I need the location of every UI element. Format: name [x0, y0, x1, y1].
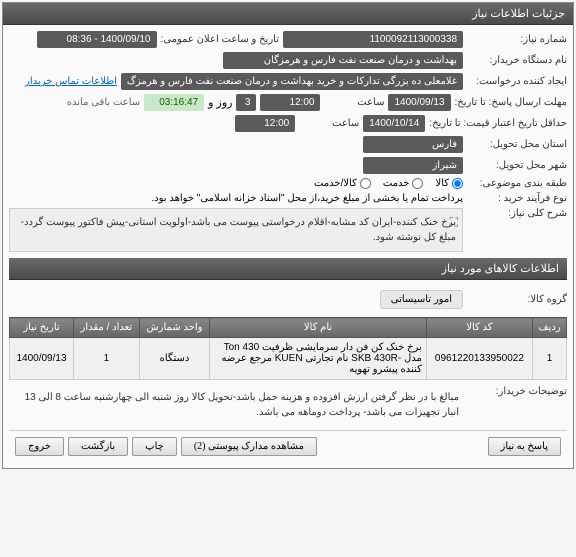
th-idx: ردیف [532, 318, 566, 338]
radio-goods-service-input[interactable] [360, 178, 371, 189]
th-code: کد کالا [426, 318, 532, 338]
description-text: برخ خنک کننده-ایران کد مشابه-اقلام درخوا… [21, 217, 456, 243]
buyer-notes-label: توضیحات خریدار: [467, 386, 567, 397]
countdown-value: 03:16:47 [144, 94, 204, 111]
form-body: شماره نیاز: 1100092113000338 تاریخ و ساع… [3, 25, 573, 468]
th-name: نام کالا [210, 318, 427, 338]
response-time-value: 12:00 [260, 94, 320, 111]
city-value: شیراز [363, 157, 463, 174]
contact-link[interactable]: اطلاعات تماس خریدار [25, 76, 117, 87]
goods-table: ردیف کد کالا نام کالا واحد شمارش تعداد /… [9, 317, 567, 380]
footer: پاسخ به نیاز مشاهده مدارک پیوستی (2) چاپ… [9, 430, 567, 462]
desc-title-label: شرح کلی نیاز: [467, 208, 567, 219]
table-header-row: ردیف کد کالا نام کالا واحد شمارش تعداد /… [10, 318, 567, 338]
niaz-no-value: 1100092113000338 [283, 31, 463, 48]
niaz-no-label: شماره نیاز: [467, 34, 567, 45]
cell-idx: 1 [532, 338, 566, 380]
details-panel: جزئیات اطلاعات نیاز شماره نیاز: 11000921… [2, 2, 574, 469]
cell-name: برخ خنک کن فن دار سرمایشی ظرفیت Ton 430 … [210, 338, 427, 380]
reply-button[interactable]: پاسخ به نیاز [488, 437, 562, 456]
buyer-device-label: نام دستگاه خریدار: [467, 55, 567, 66]
request-creator-label: ایجاد کننده درخواست: [467, 76, 567, 87]
attachments-button[interactable]: مشاهده مدارک پیوستی (2) [181, 437, 317, 456]
cell-unit: دستگاه [139, 338, 209, 380]
panel-title: جزئیات اطلاعات نیاز [3, 3, 573, 25]
province-value: فارس [363, 136, 463, 153]
validity-deadline-label: حداقل تاریخ اعتبار قیمت: تا تاریخ: [429, 118, 567, 129]
goods-section-title: اطلاعات کالاهای مورد نیاز [9, 258, 567, 280]
response-deadline-label: مهلت ارسال پاسخ: تا تاریخ: [455, 97, 567, 108]
city-label: شهر محل تحویل: [467, 160, 567, 171]
goods-group-label: گروه کالا: [467, 294, 567, 305]
expand-icon[interactable]: ⛶ [450, 213, 458, 231]
time-label-1: ساعت [324, 97, 384, 108]
footer-btn-group: مشاهده مدارک پیوستی (2) چاپ بازگشت خروج [15, 437, 317, 456]
exit-button[interactable]: خروج [15, 437, 64, 456]
cell-code: 0961220133950022 [426, 338, 532, 380]
print-button[interactable]: چاپ [132, 437, 177, 456]
response-date-value: 1400/09/13 [388, 94, 450, 111]
category-label: طبقه بندی موضوعی: [467, 178, 567, 189]
buyer-device-value: بهداشت و درمان صنعت نفت فارس و هرمزگان [223, 52, 463, 69]
purchase-note: پرداخت تمام یا بخشی از مبلغ خرید،از محل … [151, 193, 463, 204]
remaining-label: ساعت باقی مانده [67, 97, 140, 108]
radio-service-input[interactable] [412, 178, 423, 189]
th-date: تاریخ نیاز [10, 318, 74, 338]
buyer-notes-text: مبالغ با در نظر گرفتن ارزش افزوده و هزین… [9, 386, 463, 424]
datetime-public-value: 1400/09/10 - 08:36 [37, 31, 157, 48]
goods-group-value: امور تاسیساتی [380, 290, 463, 309]
request-creator-value: غلامعلی ده بزرگی تدارکات و خرید بهداشت و… [121, 73, 463, 90]
radio-goods[interactable]: کالا [435, 178, 463, 189]
back-button[interactable]: بازگشت [68, 437, 128, 456]
radio-goods-service[interactable]: کالا/خدمت [314, 178, 371, 189]
th-qty: تعداد / مقدار [74, 318, 140, 338]
validity-date-value: 1400/10/14 [363, 115, 425, 132]
province-label: استان محل تحویل: [467, 139, 567, 150]
days-value: 3 [236, 94, 256, 111]
validity-time-value: 12:00 [235, 115, 295, 132]
radio-goods-input[interactable] [452, 178, 463, 189]
cell-qty: 1 [74, 338, 140, 380]
description-box: ⛶ برخ خنک کننده-ایران کد مشابه-اقلام درخ… [9, 208, 463, 252]
purchase-process-label: نوع فرآیند خرید : [467, 193, 567, 204]
radio-service[interactable]: خدمت [383, 178, 424, 189]
time-label-2: ساعت [299, 118, 359, 129]
table-row[interactable]: 1 0961220133950022 برخ خنک کن فن دار سرم… [10, 338, 567, 380]
category-radio-group: کالا خدمت کالا/خدمت [314, 178, 463, 189]
day-and-label: روز و [208, 96, 232, 109]
th-unit: واحد شمارش [139, 318, 209, 338]
cell-date: 1400/09/13 [10, 338, 74, 380]
datetime-public-label: تاریخ و ساعت اعلان عمومی: [161, 34, 280, 45]
